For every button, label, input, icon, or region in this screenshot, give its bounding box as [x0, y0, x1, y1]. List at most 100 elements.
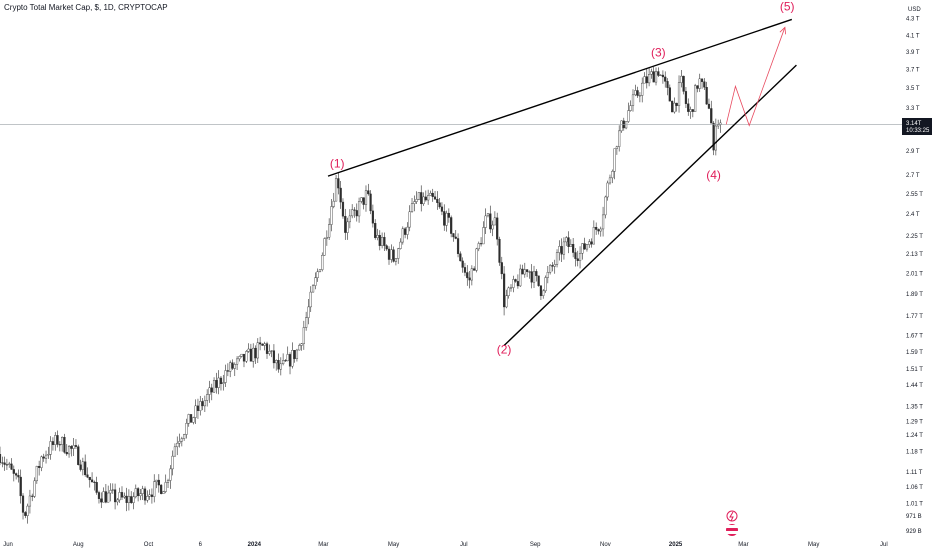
- candle: [302, 320, 305, 350]
- candle: [86, 467, 89, 479]
- candle: [100, 492, 103, 509]
- candle: [141, 485, 144, 500]
- candle-body-down: [392, 249, 395, 262]
- candle-body-up: [544, 277, 547, 292]
- candle-body-up: [394, 258, 398, 262]
- candle: [279, 357, 282, 376]
- candle-body-down: [668, 87, 671, 102]
- candle: [245, 349, 248, 364]
- candle-body-down: [93, 481, 96, 483]
- candle-body-up: [111, 489, 114, 491]
- candle: [229, 360, 232, 378]
- candle-body-down: [502, 273, 506, 308]
- candle: [81, 457, 84, 476]
- candle: [148, 489, 151, 500]
- candle: [325, 230, 328, 246]
- candle-body-up: [475, 248, 478, 271]
- y-tick-label: 1.01 T: [906, 501, 923, 507]
- candle: [270, 350, 273, 358]
- candle-body-up: [325, 237, 328, 239]
- candle: [321, 252, 324, 272]
- candle: [201, 398, 204, 411]
- candle: [466, 265, 469, 286]
- candle-body-up: [376, 235, 379, 238]
- candle: [19, 469, 22, 504]
- price-axis[interactable]: USD 4.3 T 4.1 T 3.9 T 3.7 T 3.5 T 3.3 T 2.9 T 2…: [906, 7, 923, 535]
- candle-body-up: [618, 130, 621, 147]
- candle-body-up: [606, 182, 609, 198]
- candle: [509, 284, 513, 292]
- candle: [49, 436, 52, 460]
- tradingview-logo-icon[interactable]: [726, 524, 738, 536]
- candle: [447, 208, 450, 223]
- candle-body-down: [201, 401, 204, 407]
- candle: [42, 453, 45, 462]
- candle-body-up: [268, 351, 271, 354]
- candle: [0, 446, 2, 466]
- candle: [505, 289, 508, 309]
- candle: [652, 66, 655, 83]
- candle-body-up: [542, 290, 545, 296]
- candle: [291, 342, 294, 369]
- candle: [328, 218, 331, 240]
- candle: [217, 370, 220, 395]
- candle: [362, 197, 365, 210]
- candle-body-up: [555, 252, 559, 265]
- wave-label: (3): [651, 45, 666, 59]
- candle-body-down: [65, 452, 68, 455]
- candle-body-down: [703, 81, 706, 88]
- x-tick-label: Aug: [73, 542, 84, 548]
- candle-body-down: [63, 437, 66, 453]
- time-axis[interactable]: Jun Aug Oct 6 2024 Mar May Jul Sep Nov 2025 Mar May J…: [3, 542, 888, 548]
- candle: [542, 289, 545, 299]
- candle: [107, 485, 110, 503]
- candle-body-up: [286, 354, 289, 362]
- candle-body-down: [424, 196, 427, 201]
- candle-body-down: [473, 268, 476, 271]
- candle-body-up: [507, 287, 510, 296]
- candle: [427, 189, 430, 205]
- candle-body-up: [187, 414, 190, 424]
- candle: [316, 268, 319, 282]
- candle: [521, 264, 524, 275]
- candle: [196, 398, 200, 419]
- y-tick-label: 1.35 T: [906, 404, 923, 410]
- candle: [516, 274, 520, 289]
- candle: [173, 443, 177, 457]
- candle: [261, 343, 264, 346]
- candle-body-up: [399, 241, 402, 249]
- wave-label: (1): [330, 157, 345, 171]
- candle-body-up: [61, 437, 64, 445]
- candle-body-down: [288, 354, 292, 367]
- candle-body-up: [67, 446, 71, 455]
- candle-body-down: [84, 461, 87, 476]
- candle: [659, 74, 662, 76]
- candle-body-down: [143, 488, 147, 501]
- candle: [160, 483, 163, 495]
- candle-body-up: [203, 400, 206, 407]
- bar-countdown: 10:33:25: [906, 128, 930, 134]
- candle-body-up: [611, 171, 614, 179]
- candle: [277, 353, 280, 373]
- candle: [486, 213, 490, 218]
- candle: [288, 352, 292, 375]
- candle-body-down: [479, 243, 483, 245]
- candle: [130, 491, 133, 504]
- flash-icon[interactable]: [726, 510, 738, 522]
- candle: [88, 476, 91, 488]
- candle: [284, 359, 287, 362]
- candle-body-up: [307, 306, 310, 318]
- candle: [424, 190, 427, 202]
- candle-body-down: [526, 269, 529, 272]
- candle-body-up: [270, 350, 273, 352]
- candle-body-down: [97, 492, 101, 499]
- candle: [436, 191, 439, 210]
- candle: [210, 383, 213, 401]
- candle: [189, 414, 193, 423]
- candle: [583, 237, 586, 250]
- candle-body-up: [166, 480, 170, 483]
- candle-body-down: [86, 474, 89, 478]
- candle-body-up: [641, 82, 644, 96]
- candle-body-up: [631, 94, 635, 106]
